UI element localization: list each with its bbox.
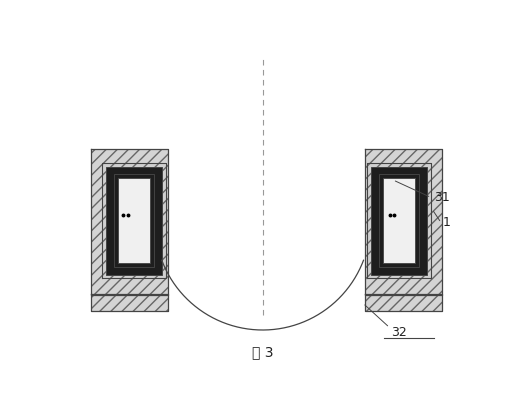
Bar — [365, 149, 442, 295]
Text: 32: 32 — [391, 326, 407, 339]
Bar — [118, 178, 150, 263]
Bar — [91, 149, 168, 295]
Bar — [114, 175, 154, 267]
Bar — [91, 294, 168, 311]
Bar — [371, 167, 427, 275]
Bar — [109, 170, 159, 271]
Bar — [383, 178, 415, 263]
Text: 31: 31 — [434, 191, 449, 204]
Text: 图 3: 图 3 — [252, 345, 274, 359]
Text: 1: 1 — [443, 217, 451, 229]
Bar — [107, 167, 162, 275]
Bar — [365, 294, 442, 311]
Bar — [379, 175, 419, 267]
Bar — [102, 163, 166, 278]
Bar — [367, 163, 431, 278]
Bar — [374, 170, 424, 271]
